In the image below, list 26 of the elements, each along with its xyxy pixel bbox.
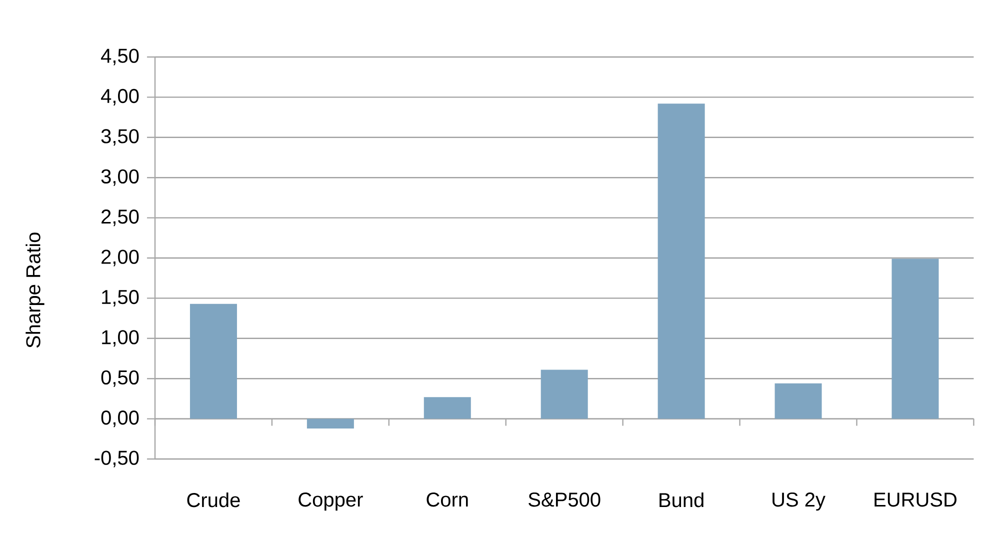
bar: [892, 258, 939, 419]
x-tick-label: Copper: [298, 492, 363, 511]
bar: [190, 304, 237, 419]
y-tick-label: 2,00: [102, 250, 139, 266]
bar: [540, 370, 588, 419]
x-tick-label: S&P500: [528, 492, 600, 507]
bar: [658, 104, 705, 419]
bar: [774, 383, 822, 419]
x-tick-label: Bund: [660, 492, 704, 508]
x-tick-label: US 2y: [772, 492, 826, 511]
y-tick-label: 1,00: [102, 330, 139, 347]
y-tick-label: 3,00: [101, 169, 139, 186]
x-tick-label: Crude: [187, 492, 240, 508]
y-tick-label: 2,50: [102, 210, 139, 226]
y-tick-label: 0,00: [101, 410, 139, 428]
y-tick-label: 1,50: [102, 290, 139, 306]
bar: [424, 397, 471, 419]
bar: [306, 418, 354, 428]
y-axis-title: Sharpe Ratio: [26, 232, 44, 348]
x-tick-label: EURUSD: [874, 492, 956, 507]
y-tick-label: 3,50: [101, 129, 139, 146]
y-tick-label: 4,50: [101, 48, 139, 66]
y-tick-label: 4,00: [101, 88, 139, 106]
x-tick-label: Corn: [426, 492, 468, 507]
y-tick-label: 0,50: [101, 370, 139, 387]
y-tick-label: -0,50: [94, 450, 139, 468]
